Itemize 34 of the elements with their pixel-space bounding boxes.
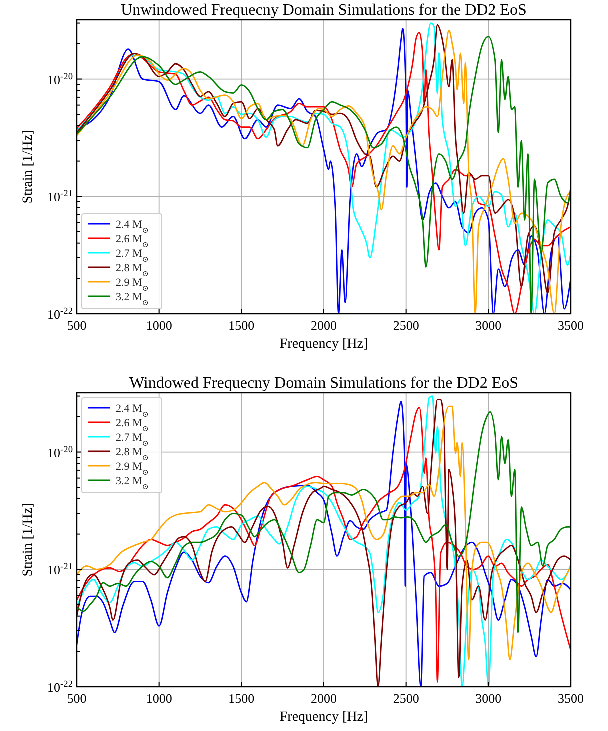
x-tick-label: 3500: [558, 318, 584, 333]
legend-label: 3.2 M$_{⊙}$: [116, 476, 149, 491]
legend-label: 2.4 M$_{⊙}$: [116, 403, 149, 418]
legend-label: 2.6 M$_{⊙}$: [116, 418, 149, 433]
x-tick-label: 2000: [311, 318, 337, 333]
legend-label: 2.6 M$_{⊙}$: [116, 234, 149, 249]
y-tick-label: 10$^{-20}$: [48, 445, 74, 460]
chart-title: Windowed Frequecny Domain Simulations for the DD2 EoS: [129, 375, 519, 392]
x-tick-label: 3000: [476, 691, 502, 706]
x-axis-title: Frequency [Hz]: [280, 710, 368, 725]
y-tick-label: 10$^{-21}$: [48, 190, 74, 205]
legend-label: 2.8 M$_{⊙}$: [116, 262, 149, 278]
x-tick-label: 3500: [558, 691, 584, 706]
x-tick-label: 1500: [228, 318, 255, 333]
chart-title: Unwindowed Frequecny Domain Simulations for the DD2 EoS: [121, 2, 527, 19]
legend-label: 2.9 M$_{⊙}$: [116, 277, 149, 292]
x-tick-label: 2000: [311, 691, 337, 706]
y-tick-label: 10$^{-21}$: [48, 562, 74, 578]
x-tick-label: 1500: [228, 691, 255, 706]
legend-label: 2.7 M$_{⊙}$: [116, 248, 149, 264]
y-axis-title: Strain [1/Hz]: [21, 130, 36, 204]
y-axis-title: Strain [1/Hz]: [21, 503, 36, 577]
y-tick-label: 10$^{-20}$: [48, 72, 74, 88]
x-tick-label: 2500: [393, 318, 420, 333]
x-tick-label: 3000: [476, 318, 502, 333]
x-tick-label: 1000: [146, 318, 172, 333]
legend-label: 2.4 M$_{⊙}$: [116, 219, 149, 234]
x-tick-label: 1000: [146, 691, 172, 706]
legend-label: 3.2 M$_{⊙}$: [116, 292, 149, 307]
legend-label: 2.8 M$_{⊙}$: [116, 446, 149, 462]
x-tick-label: 2500: [393, 691, 420, 706]
legend-label: 2.9 M$_{⊙}$: [116, 461, 149, 476]
legend-label: 2.7 M$_{⊙}$: [116, 432, 149, 448]
x-axis-title: Frequency [Hz]: [280, 337, 368, 352]
